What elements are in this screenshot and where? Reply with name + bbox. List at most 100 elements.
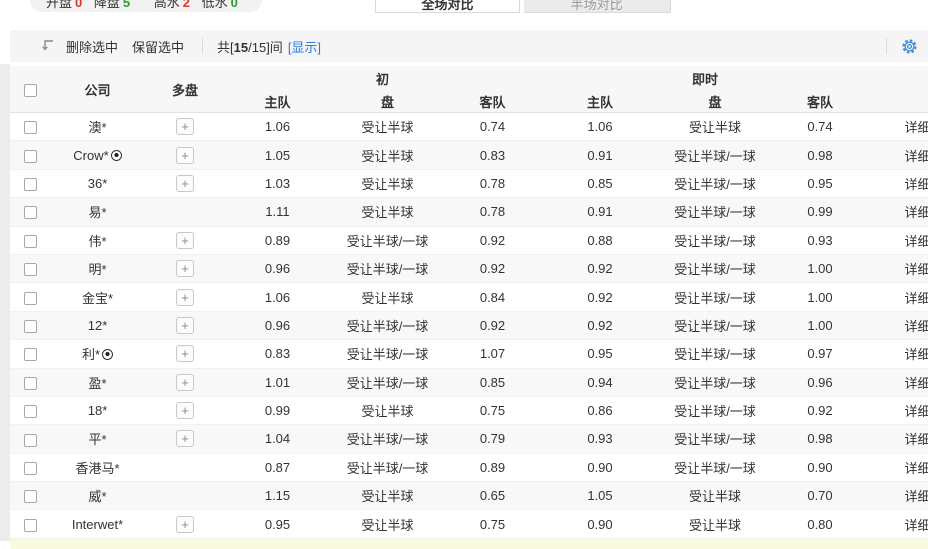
row-checkbox[interactable] [23, 149, 37, 163]
initial-home-odds: 1.01 [264, 374, 291, 390]
row-checkbox[interactable] [23, 461, 37, 475]
multi-add-button[interactable]: + [176, 231, 194, 249]
row-checkbox-cell [10, 460, 50, 475]
detail-link[interactable]: 详细 [904, 262, 928, 278]
row-checkbox[interactable] [23, 234, 37, 248]
bookmaker-count-summary: 共[15/15]间 [217, 39, 283, 55]
live-away-odds: 0.93 [807, 232, 833, 248]
initial-handicap: 受让半球/一球 [346, 432, 429, 448]
table-row: 36* + 1.03 受让半球 0.78 0.85 受让半球/一球 0.95 详… [10, 169, 928, 199]
live-handicap: 受让半球/一球 [674, 262, 756, 278]
live-handicap: 受让半球/一球 [674, 290, 756, 306]
row-checkbox[interactable] [23, 376, 37, 390]
multi-add-button[interactable]: + [176, 345, 194, 363]
multi-add-button[interactable]: + [176, 515, 194, 533]
initial-home-odds: 0.83 [264, 346, 291, 362]
multi-add-button[interactable]: + [176, 373, 194, 391]
company-name: 伟* [88, 233, 107, 249]
multi-add-button[interactable]: + [176, 430, 194, 448]
initial-away-odds: 0.75 [479, 403, 506, 419]
detail-link[interactable]: 详细 [904, 120, 928, 136]
row-checkbox[interactable] [23, 433, 37, 447]
live-handicap: 受让半球 [688, 120, 741, 136]
row-checkbox-cell [10, 318, 50, 333]
detail-link[interactable]: 详细 [904, 517, 928, 533]
detail-link[interactable]: 详细 [904, 205, 928, 221]
detail-link[interactable]: 详细 [904, 290, 928, 306]
live-home-odds: 0.91 [587, 147, 613, 163]
keep-selected-button[interactable]: 保留选中 [132, 39, 185, 55]
header-initial-home: 主队 [264, 94, 291, 110]
multi-add-button[interactable]: + [176, 402, 194, 420]
detail-cell: 详细 [870, 202, 928, 221]
detail-link[interactable]: 详细 [904, 404, 928, 420]
row-checkbox[interactable] [23, 348, 37, 362]
row-checkbox[interactable] [23, 206, 37, 220]
live-home-odds: 0.90 [587, 516, 613, 532]
show-link[interactable]: [显示] [287, 39, 322, 55]
initial-handicap: 受让半球/一球 [346, 262, 429, 278]
header-group-live: 即时 [691, 71, 718, 87]
detail-link[interactable]: 详细 [904, 233, 928, 249]
initial-handicap: 受让半球 [361, 517, 414, 533]
multi-cell: + [145, 402, 225, 420]
header-group-initial: 初 [375, 71, 389, 87]
live-handicap: 受让半球/一球 [674, 233, 756, 249]
row-checkbox[interactable] [23, 319, 37, 333]
live-home-odds: 0.94 [587, 374, 613, 390]
live-handicap: 受让半球/一球 [674, 347, 756, 363]
initial-away-odds: 0.75 [479, 516, 506, 532]
initial-home-odds: 0.87 [264, 459, 291, 475]
detail-cell: 详细 [870, 316, 928, 335]
detail-link[interactable]: 详细 [904, 318, 928, 334]
comparison-tabs: 全场对比 半场对比 [375, 0, 671, 13]
row-checkbox-cell [10, 346, 50, 362]
select-all-checkbox[interactable] [23, 83, 37, 97]
multi-add-button[interactable]: + [176, 316, 194, 334]
multi-add-button[interactable]: + [176, 174, 194, 192]
detail-link[interactable]: 详细 [904, 460, 928, 476]
initial-handicap: 受让半球/一球 [346, 233, 429, 249]
detail-cell: 详细 [870, 259, 928, 278]
live-handicap: 受让半球 [688, 489, 741, 505]
initial-away-odds: 0.92 [479, 261, 506, 277]
detail-link[interactable]: 详细 [904, 176, 928, 192]
row-checkbox[interactable] [23, 263, 37, 277]
live-away-odds: 0.98 [807, 147, 833, 163]
row-checkbox[interactable] [23, 178, 37, 191]
multi-add-button[interactable]: + [176, 260, 194, 278]
initial-away-odds: 0.83 [479, 147, 506, 163]
stat-low-water: 低水 0 [202, 0, 238, 10]
table-row: 盈* + 1.01 受让半球/一球 0.85 0.94 受让半球/一球 0.96… [10, 368, 928, 397]
detail-link[interactable]: 详细 [904, 347, 928, 363]
row-checkbox[interactable] [23, 121, 37, 135]
company-name: Interwet* [71, 516, 124, 532]
company-name: 盈* [88, 375, 107, 391]
row-checkbox[interactable] [23, 490, 37, 504]
multi-add-button[interactable]: + [176, 288, 194, 306]
live-home-odds: 1.05 [587, 488, 613, 504]
multi-add-button[interactable]: + [176, 146, 194, 164]
live-home-odds: 0.88 [587, 232, 613, 248]
multi-cell: + [145, 345, 225, 363]
row-checkbox[interactable] [23, 405, 37, 419]
initial-home-odds: 0.96 [264, 317, 291, 333]
initial-handicap: 受让半球 [361, 148, 414, 164]
selection-toolbar: 删除选中 保留选中 共[15/15]间 [显示] [10, 30, 928, 62]
soccer-ball-icon [102, 349, 114, 361]
multi-add-button[interactable]: + [176, 118, 194, 136]
detail-link[interactable]: 详细 [904, 432, 928, 448]
tab-half-match-comparison[interactable]: 半场对比 [523, 0, 671, 13]
live-away-odds: 1.00 [807, 289, 833, 305]
detail-link[interactable]: 详细 [904, 148, 928, 164]
row-checkbox[interactable] [23, 518, 37, 532]
row-checkbox[interactable] [23, 291, 37, 305]
row-checkbox-cell [10, 176, 50, 191]
tab-full-match-comparison[interactable]: 全场对比 [375, 0, 520, 13]
live-handicap: 受让半球/一球 [674, 404, 756, 420]
detail-link[interactable]: 详细 [904, 375, 928, 391]
delete-selected-button[interactable]: 删除选中 [66, 39, 119, 55]
multi-cell: + [145, 430, 225, 448]
detail-link[interactable]: 详细 [904, 489, 928, 505]
settings-gear-icon[interactable] [901, 38, 918, 55]
